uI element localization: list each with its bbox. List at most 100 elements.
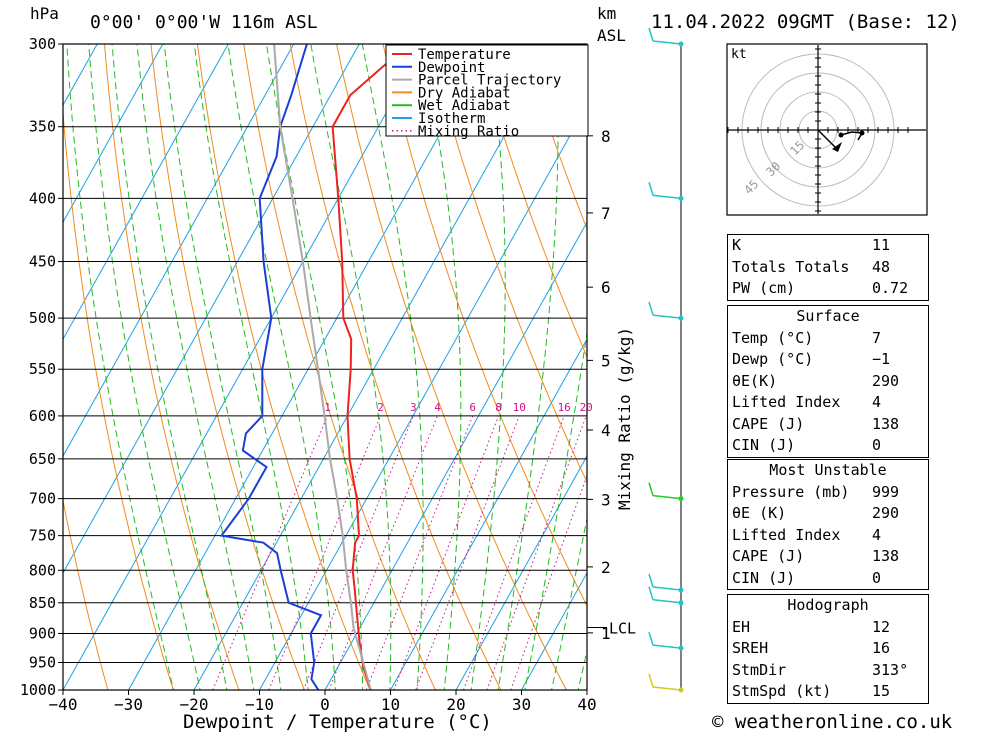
dry-adiabat-line bbox=[921, 7, 1000, 716]
isotherm-line bbox=[63, 44, 164, 224]
y-tick-label: 300 bbox=[29, 35, 56, 53]
isotherm-line bbox=[63, 44, 229, 341]
storm-motion-arrow bbox=[832, 142, 842, 152]
x-tick-label: 0 bbox=[320, 695, 330, 714]
surface-row: Temp (°C) 7 bbox=[728, 328, 928, 350]
legend-label: Mixing Ratio bbox=[418, 124, 519, 140]
row-label: CIN (J) bbox=[732, 436, 796, 454]
row-label: Lifted Index bbox=[732, 525, 841, 544]
index-row-totals: Totals Totals 48 bbox=[728, 257, 928, 279]
row-value: 4 bbox=[872, 393, 882, 411]
y-tick-label: 550 bbox=[29, 360, 56, 378]
wind-barb bbox=[652, 586, 682, 591]
wind-barb bbox=[652, 644, 682, 649]
wind-barb-flag bbox=[648, 27, 654, 42]
wet-adiabat-line bbox=[361, 44, 424, 690]
y-tick-label: 700 bbox=[29, 490, 56, 508]
dry-adiabat-line bbox=[521, 44, 587, 231]
km-tick-label: 6 bbox=[601, 278, 611, 297]
hodograph-table: Hodograph EH 12 SREH 16 StmDir 313° StmSpd … bbox=[727, 594, 929, 704]
row-value: 138 bbox=[872, 414, 900, 433]
mixing-ratio-line bbox=[212, 415, 328, 690]
surface-row: Dewp (°C) −1 bbox=[728, 349, 928, 371]
mixing-ratio-label: 1 bbox=[324, 401, 331, 414]
wet-adiabat-line bbox=[66, 44, 175, 690]
row-label: CAPE (J) bbox=[732, 414, 805, 433]
x-tick-label: 10 bbox=[381, 695, 400, 714]
wind-barb-flag bbox=[648, 573, 654, 588]
dry-adiabat-line bbox=[289, 44, 502, 690]
isotherm-line bbox=[193, 44, 557, 690]
wind-barb-flag bbox=[648, 182, 654, 196]
mixing-ratio-line bbox=[268, 415, 381, 690]
y-tick-label: 500 bbox=[29, 309, 56, 327]
surface-table: Surface Temp (°C) 7 Dewp (°C) −1 θE(K) 290 … bbox=[727, 305, 929, 458]
isotherm-line bbox=[63, 44, 426, 690]
hodograph-row: SREH 16 bbox=[728, 638, 928, 660]
row-value: 0 bbox=[872, 568, 882, 587]
asl-label: ASL bbox=[597, 26, 626, 45]
mixing-ratio-label: 2 bbox=[377, 401, 384, 414]
km-tick-label: 7 bbox=[601, 204, 611, 223]
row-value: 138 bbox=[872, 547, 900, 565]
y-tick-label: 750 bbox=[29, 527, 56, 545]
hodograph-title: Hodograph bbox=[787, 596, 869, 614]
row-label: Totals Totals bbox=[732, 257, 850, 276]
dry-adiabat-line bbox=[382, 44, 587, 607]
surface-row: θE(K) 290 bbox=[728, 371, 928, 393]
row-value: 999 bbox=[872, 482, 900, 501]
wet-adiabat-line bbox=[497, 44, 559, 690]
hodograph-unit: kt bbox=[731, 47, 747, 62]
isotherm-line bbox=[455, 455, 587, 690]
dry-adiabat-line bbox=[428, 44, 587, 484]
mixing-ratio-line bbox=[393, 415, 500, 690]
wet-adiabat-line bbox=[265, 44, 364, 690]
km-tick-label: 5 bbox=[601, 351, 611, 370]
dry-adiabat-line bbox=[243, 44, 436, 690]
wet-adiabat-line bbox=[421, 44, 462, 690]
mixing-ratio-label: 10 bbox=[513, 401, 526, 414]
surface-row: CIN (J) 0 bbox=[728, 435, 928, 457]
wind-barb bbox=[652, 194, 682, 200]
y-tick-label: 600 bbox=[29, 407, 56, 425]
legend-label: Wet Adiabat bbox=[418, 98, 511, 114]
location-title: 0°00' 0°00'W 116m ASL bbox=[90, 12, 318, 33]
legend-label: Parcel Trajectory bbox=[418, 73, 561, 89]
row-label: EH bbox=[732, 617, 751, 636]
dry-adiabat-line bbox=[63, 107, 174, 690]
mixing-ratio-label: 20 bbox=[580, 401, 593, 414]
y-tick-label: 650 bbox=[29, 450, 56, 468]
most-unstable-table: Most Unstable Pressure (mb) 999 θE (K) 290… bbox=[727, 459, 929, 590]
wet-adiabat-line bbox=[551, 516, 587, 690]
surface-row: CAPE (J) 138 bbox=[728, 414, 928, 436]
isotherm-line bbox=[259, 104, 587, 690]
legend-label: Temperature bbox=[418, 47, 511, 63]
x-tick-label: −30 bbox=[114, 695, 143, 714]
wind-barb bbox=[652, 599, 682, 604]
y-tick-label: 400 bbox=[29, 189, 56, 207]
row-label: θE(K) bbox=[732, 371, 778, 390]
dry-adiabat-line bbox=[103, 44, 240, 690]
row-label: SREH bbox=[732, 639, 769, 657]
wet-adiabat-line bbox=[470, 44, 506, 690]
mixing-ratio-line bbox=[486, 415, 587, 690]
row-value: 290 bbox=[872, 371, 900, 390]
km-label: km bbox=[597, 4, 616, 23]
x-tick-label: 30 bbox=[512, 695, 531, 714]
wet-adiabat-line bbox=[577, 648, 587, 690]
hodograph-row: StmDir 313° bbox=[728, 660, 928, 682]
mixing-ratio-label: 16 bbox=[558, 401, 571, 414]
surface-title: Surface bbox=[796, 307, 860, 325]
isotherm-line bbox=[324, 221, 587, 690]
y-tick-label: 900 bbox=[29, 624, 56, 642]
wind-barb-flag bbox=[648, 673, 654, 688]
most-unstable-row: Pressure (mb) 999 bbox=[728, 482, 928, 504]
x-axis-label: Dewpoint / Temperature (°C) bbox=[183, 711, 492, 733]
wind-barb-flag bbox=[648, 586, 654, 601]
wet-adiabat-line bbox=[88, 44, 201, 690]
row-value: 15 bbox=[872, 682, 891, 700]
row-label: CAPE (J) bbox=[732, 547, 805, 565]
dry-adiabat-line bbox=[336, 44, 567, 690]
